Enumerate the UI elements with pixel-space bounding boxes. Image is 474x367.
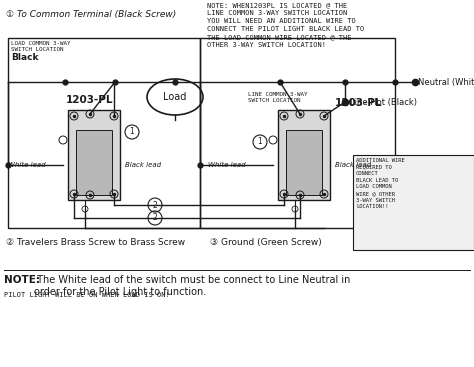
- Text: 2: 2: [153, 214, 157, 222]
- Text: Line Hot (Black): Line Hot (Black): [350, 98, 417, 106]
- Bar: [353, 155, 474, 250]
- Text: ③ Ground (Green Screw): ③ Ground (Green Screw): [210, 238, 322, 247]
- Text: ① To Common Terminal (Black Screw): ① To Common Terminal (Black Screw): [6, 10, 176, 19]
- Text: Black lead: Black lead: [335, 162, 371, 168]
- Text: PILOT LIGHT WILL BE ON WHEN LOAD IS ON!: PILOT LIGHT WILL BE ON WHEN LOAD IS ON!: [4, 292, 170, 298]
- Text: LINE COMMON 3-WAY
SWITCH LOCATION: LINE COMMON 3-WAY SWITCH LOCATION: [248, 92, 308, 103]
- Text: 2: 2: [153, 200, 157, 210]
- Text: 1: 1: [258, 138, 263, 146]
- Text: 1: 1: [129, 127, 134, 137]
- Text: White lead: White lead: [208, 162, 246, 168]
- Text: Load: Load: [164, 92, 187, 102]
- Bar: [286, 130, 322, 195]
- Bar: [8, 38, 200, 228]
- Text: ADDITIONAL WIRE
REQUIRED TO
CONNECT
BLACK LEAD TO
LOAD COMMON
WIRE @ OTHER
3-WAY: ADDITIONAL WIRE REQUIRED TO CONNECT BLAC…: [356, 158, 405, 209]
- Text: ② Travelers Brass Screw to Brass Screw: ② Travelers Brass Screw to Brass Screw: [6, 238, 185, 247]
- Text: NOTE: WHEN1203PL IS LOCATED @ THE
LINE COMMON 3-WAY SWITCH LOCATION
YOU WILL NEE: NOTE: WHEN1203PL IS LOCATED @ THE LINE C…: [207, 2, 364, 48]
- Bar: [278, 110, 330, 200]
- Text: LOAD COMMON 3-WAY
SWITCH LOCATION: LOAD COMMON 3-WAY SWITCH LOCATION: [11, 41, 71, 52]
- Bar: [76, 130, 112, 195]
- Text: Black: Black: [11, 53, 38, 62]
- Bar: [200, 38, 395, 228]
- Text: White lead: White lead: [8, 162, 46, 168]
- Text: 1203-PL: 1203-PL: [66, 95, 114, 105]
- Text: Neutral (White): Neutral (White): [418, 77, 474, 87]
- Text: 1203-PL: 1203-PL: [335, 98, 383, 108]
- Text: The White lead of the switch must be connect to Line Neutral in
order for the Pi: The White lead of the switch must be con…: [34, 275, 350, 297]
- Bar: [68, 110, 120, 200]
- Text: Black lead: Black lead: [125, 162, 161, 168]
- Text: NOTE:: NOTE:: [4, 275, 40, 285]
